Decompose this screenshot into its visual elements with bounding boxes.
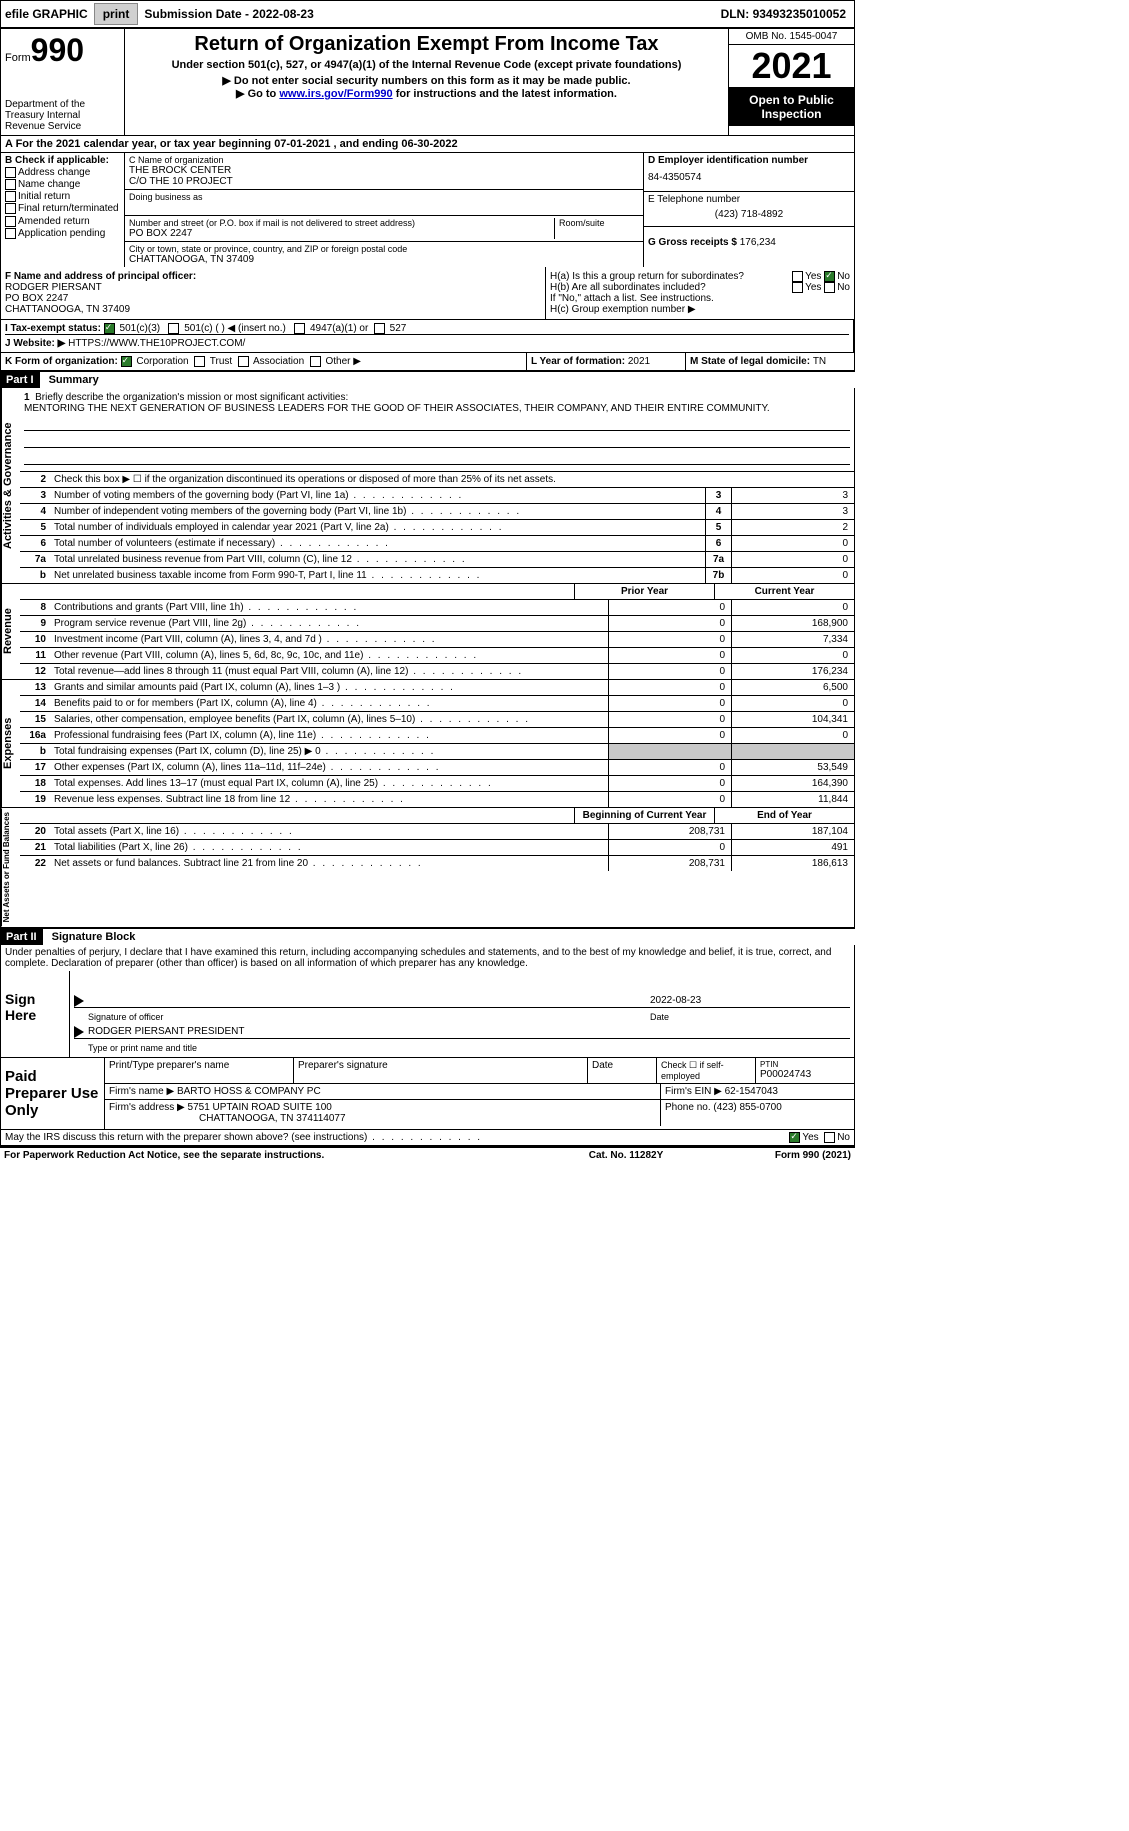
line-16a: 16a Professional fundraising fees (Part … (20, 728, 854, 744)
line-5: 5 Total number of individuals employed i… (20, 520, 854, 536)
column-f: F Name and address of principal officer:… (1, 267, 546, 319)
line-7a: 7a Total unrelated business revenue from… (20, 552, 854, 568)
line-b: b Total fundraising expenses (Part IX, c… (20, 744, 854, 760)
penalty-statement: Under penalties of perjury, I declare th… (0, 945, 855, 971)
line-14: 14 Benefits paid to or for members (Part… (20, 696, 854, 712)
line-20: 20 Total assets (Part X, line 16) 208,73… (20, 824, 854, 840)
department-label: Department of the Treasury Internal Reve… (5, 99, 120, 132)
omb-number: OMB No. 1545-0047 (729, 29, 854, 45)
form-subtitle: Under section 501(c), 527, or 4947(a)(1)… (129, 59, 724, 71)
sign-here-label: Sign Here (1, 971, 70, 1057)
column-h: H(a) Is this a group return for subordin… (546, 267, 854, 319)
arrow-icon (74, 995, 84, 1007)
line-12: 12 Total revenue—add lines 8 through 11 … (20, 664, 854, 679)
line-15: 15 Salaries, other compensation, employe… (20, 712, 854, 728)
form-number: Form990 (5, 32, 120, 69)
line-21: 21 Total liabilities (Part X, line 26) 0… (20, 840, 854, 856)
column-d: D Employer identification number 84-4350… (643, 153, 854, 267)
row-j: J Website: ▶ HTTPS://WWW.THE10PROJECT.CO… (5, 334, 849, 349)
line-11: 11 Other revenue (Part VIII, column (A),… (20, 648, 854, 664)
vlabel-expenses: Expenses (1, 680, 20, 807)
line-17: 17 Other expenses (Part IX, column (A), … (20, 760, 854, 776)
line-3: 3 Number of voting members of the govern… (20, 488, 854, 504)
part-1-header: Part I (0, 372, 40, 388)
arrow-icon (74, 1026, 84, 1038)
row-i: I Tax-exempt status: 501(c)(3) 501(c) ( … (5, 323, 849, 334)
line-10: 10 Investment income (Part VIII, column … (20, 632, 854, 648)
line-9: 9 Program service revenue (Part VIII, li… (20, 616, 854, 632)
line-6: 6 Total number of volunteers (estimate i… (20, 536, 854, 552)
vlabel-netassets: Net Assets or Fund Balances (1, 808, 20, 926)
form-header: Form990 Department of the Treasury Inter… (0, 28, 855, 136)
line-18: 18 Total expenses. Add lines 13–17 (must… (20, 776, 854, 792)
vlabel-revenue: Revenue (1, 584, 20, 679)
row-a-tax-year: A For the 2021 calendar year, or tax yea… (0, 136, 855, 153)
submission-date-label: Submission Date - 2022-08-23 (140, 7, 317, 21)
column-c: C Name of organization THE BROCK CENTER … (125, 153, 643, 267)
part-2-title: Signature Block (46, 931, 136, 943)
line-22: 22 Net assets or fund balances. Subtract… (20, 856, 854, 871)
line-13: 13 Grants and similar amounts paid (Part… (20, 680, 854, 696)
row-k: K Form of organization: Corporation Trus… (0, 353, 855, 371)
form-title: Return of Organization Exempt From Incom… (129, 33, 724, 56)
part-1-title: Summary (43, 374, 99, 386)
may-discuss-row: May the IRS discuss this return with the… (0, 1130, 855, 1146)
tax-year: 2021 (729, 45, 854, 88)
dln: DLN: 93493235010052 (721, 7, 854, 21)
line-b: b Net unrelated business taxable income … (20, 568, 854, 583)
paid-preparer-label: Paid Preparer Use Only (1, 1058, 105, 1129)
part-2-header: Part II (0, 929, 43, 945)
print-button[interactable]: print (94, 3, 139, 25)
topbar: efile GRAPHIC print Submission Date - 20… (0, 0, 855, 28)
instruction-1: ▶ Do not enter social security numbers o… (129, 74, 724, 87)
efile-label: efile GRAPHIC (1, 7, 92, 21)
column-b: B Check if applicable: Address change Na… (1, 153, 125, 267)
irs-link[interactable]: www.irs.gov/Form990 (279, 88, 392, 100)
mission-text: MENTORING THE NEXT GENERATION OF BUSINES… (24, 403, 850, 414)
vlabel-activities: Activities & Governance (1, 388, 20, 583)
line-4: 4 Number of independent voting members o… (20, 504, 854, 520)
open-to-public: Open to Public Inspection (729, 88, 854, 126)
line-19: 19 Revenue less expenses. Subtract line … (20, 792, 854, 807)
line-8: 8 Contributions and grants (Part VIII, l… (20, 600, 854, 616)
page-footer: For Paperwork Reduction Act Notice, see … (0, 1146, 855, 1163)
instruction-2: ▶ Go to www.irs.gov/Form990 for instruct… (129, 87, 724, 100)
